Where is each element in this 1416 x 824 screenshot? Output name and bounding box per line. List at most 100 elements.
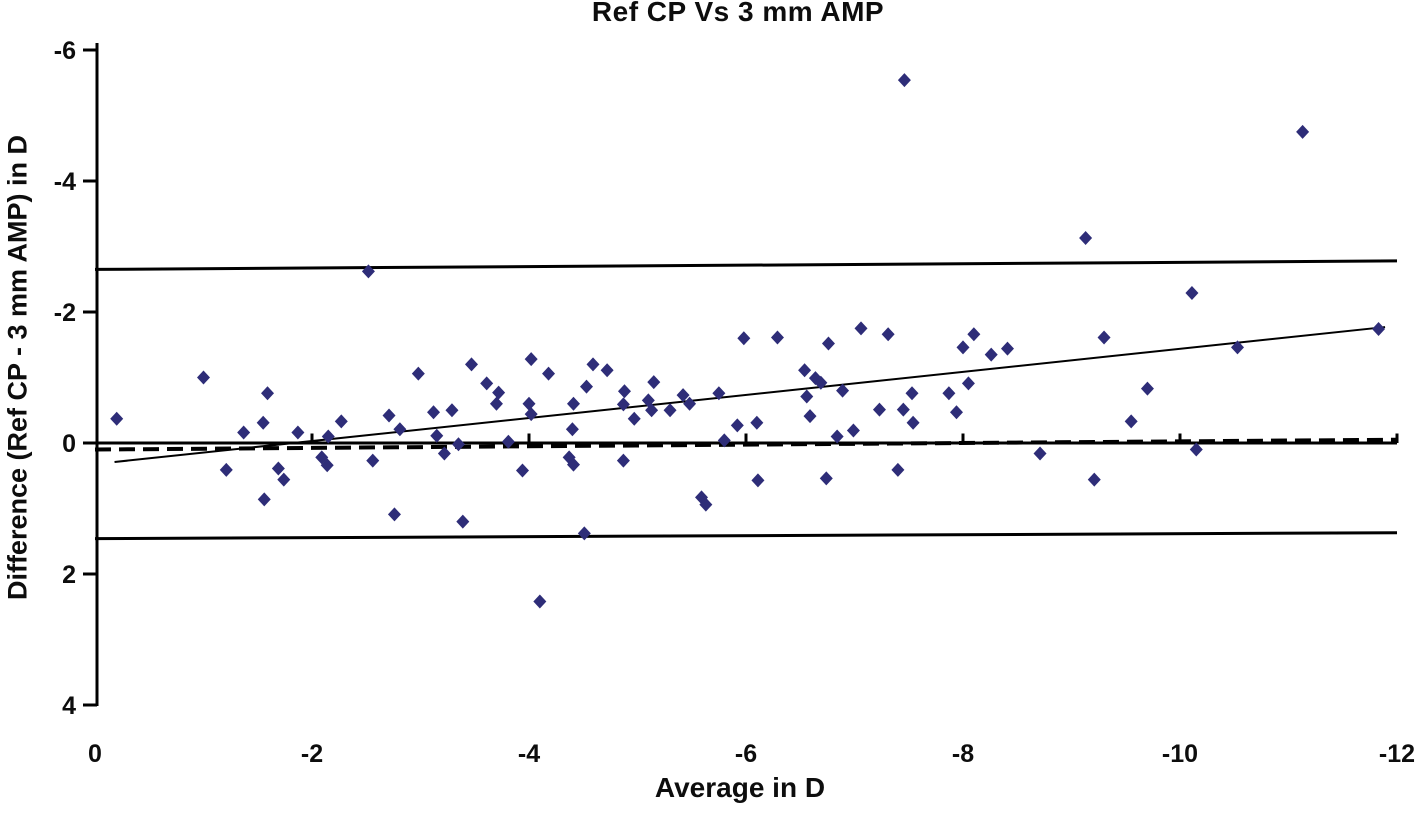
data-point [647, 375, 661, 390]
mean-difference-line [94, 437, 1398, 452]
y-axis-title: Difference (Ref CP - 3 mm AMP) in D [2, 134, 33, 601]
data-point [430, 428, 444, 443]
data-point [387, 507, 401, 522]
data-point [821, 336, 835, 351]
data-point [967, 327, 981, 342]
data-point [257, 492, 271, 507]
data-point [699, 497, 713, 512]
data-point [956, 340, 970, 355]
data-point [905, 386, 919, 401]
data-point [586, 357, 600, 372]
data-point [617, 384, 631, 399]
data-point [197, 370, 210, 385]
data-point [949, 405, 963, 420]
data-point [256, 415, 270, 430]
data-point [577, 526, 591, 541]
data-point [237, 425, 251, 440]
data-point [515, 463, 529, 478]
data-point [110, 411, 124, 426]
data-point [1231, 340, 1245, 355]
data-point [437, 446, 451, 461]
y-tick-label: 4 [62, 692, 76, 720]
data-point [580, 379, 594, 394]
data-point [320, 458, 334, 473]
data-point [566, 396, 580, 411]
data-point [1097, 330, 1111, 345]
x-tick-label: -6 [735, 740, 757, 768]
data-point [814, 375, 828, 390]
data-point [616, 453, 630, 468]
data-point [683, 396, 697, 411]
data-point [219, 462, 233, 477]
y-tick-label: 0 [62, 430, 76, 458]
x-tick-label: -8 [952, 740, 974, 768]
x-axis-title: Average in D [654, 772, 826, 803]
data-point [261, 386, 275, 401]
data-point [645, 403, 659, 418]
data-point [501, 434, 515, 449]
chart-title: Ref CP Vs 3 mm AMP [591, 0, 885, 27]
data-point [717, 433, 731, 448]
data-point [321, 429, 335, 444]
lower-limit-line [94, 531, 1398, 541]
data-point [854, 321, 868, 336]
data-point [1079, 230, 1093, 245]
data-point [872, 402, 886, 417]
data-point [751, 473, 765, 488]
data-point [1372, 322, 1386, 337]
y-tick-label: -6 [54, 37, 76, 65]
data-point [819, 471, 833, 486]
data-point [676, 388, 690, 403]
x-tick-label: -10 [1162, 740, 1198, 768]
data-point [836, 383, 850, 398]
data-point [600, 363, 614, 378]
data-point [1000, 341, 1014, 356]
data-point [712, 386, 726, 401]
data-point [451, 437, 465, 452]
data-point [533, 594, 547, 609]
data-point [627, 411, 641, 426]
data-point [1124, 414, 1138, 429]
data-point [984, 347, 998, 362]
data-point [427, 405, 441, 420]
data-point [1296, 124, 1310, 139]
data-point [456, 514, 470, 529]
data-point [730, 418, 744, 433]
data-point [382, 408, 396, 423]
data-point [961, 376, 975, 391]
data-point [750, 415, 764, 430]
data-point [906, 415, 920, 430]
data-point [271, 461, 285, 476]
data-point [798, 363, 812, 378]
data-point [896, 402, 910, 417]
data-point [942, 386, 956, 401]
data-point [616, 397, 630, 412]
data-point [334, 414, 348, 429]
y-tick-label: -2 [54, 299, 76, 327]
data-point [737, 331, 751, 346]
data-point [291, 425, 305, 440]
data-point [361, 264, 375, 279]
data-point [881, 327, 895, 342]
data-point [770, 330, 784, 345]
data-point [897, 73, 911, 88]
data-point [480, 376, 494, 391]
data-point [393, 422, 407, 437]
data-point [1033, 446, 1047, 461]
data-point [566, 457, 580, 472]
data-point [1087, 472, 1101, 487]
x-tick-label: 0 [88, 740, 102, 768]
data-point [542, 366, 556, 381]
x-tick-label: -4 [518, 740, 540, 768]
data-point [524, 352, 538, 367]
y-tick-label: -4 [54, 168, 76, 196]
x-tick-label: -12 [1379, 740, 1415, 768]
data-point [663, 403, 677, 418]
data-point [522, 396, 536, 411]
data-point [891, 462, 905, 477]
data-point [464, 357, 478, 372]
data-point [800, 389, 814, 404]
data-point [803, 409, 817, 424]
data-point [846, 423, 860, 438]
data-point [565, 422, 579, 437]
